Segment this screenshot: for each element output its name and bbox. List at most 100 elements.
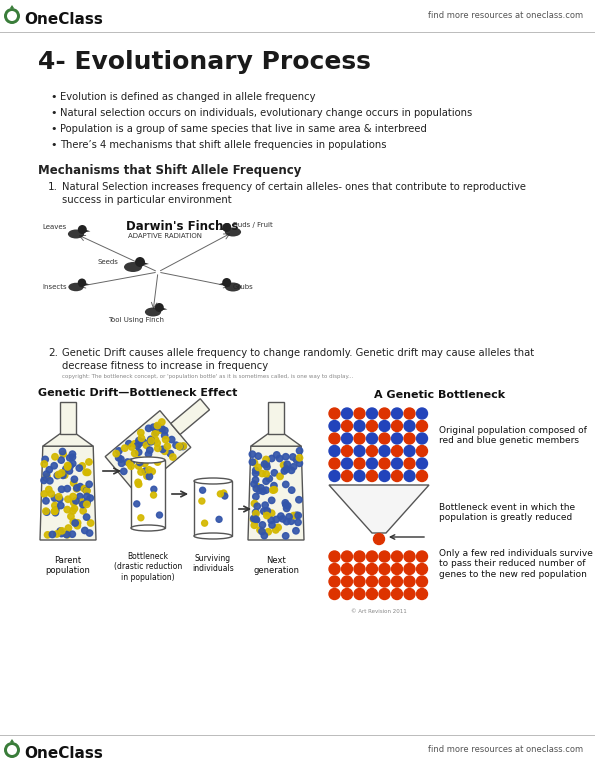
Circle shape: [222, 278, 231, 287]
Circle shape: [115, 454, 122, 461]
Circle shape: [266, 475, 273, 482]
Text: Insects: Insects: [42, 284, 67, 290]
Circle shape: [354, 470, 365, 481]
Text: Next
generation: Next generation: [253, 556, 299, 575]
Circle shape: [379, 564, 390, 574]
Circle shape: [43, 471, 49, 477]
Circle shape: [46, 487, 52, 493]
Text: Mechanisms that Shift Allele Frequency: Mechanisms that Shift Allele Frequency: [38, 164, 302, 177]
Circle shape: [118, 456, 124, 463]
Circle shape: [296, 460, 303, 467]
Circle shape: [329, 408, 340, 419]
Circle shape: [7, 11, 17, 21]
Polygon shape: [194, 481, 232, 536]
Circle shape: [329, 588, 340, 600]
Circle shape: [79, 499, 85, 505]
Text: find more resources at oneclass.com: find more resources at oneclass.com: [428, 745, 583, 755]
Circle shape: [87, 520, 94, 526]
Circle shape: [159, 427, 165, 434]
Text: Original population composed of
red and blue genetic members: Original population composed of red and …: [439, 426, 587, 445]
Circle shape: [280, 516, 286, 522]
Circle shape: [379, 470, 390, 481]
Circle shape: [78, 279, 86, 287]
Text: A Genetic Bottleneck: A Genetic Bottleneck: [374, 390, 506, 400]
Circle shape: [404, 551, 415, 562]
Circle shape: [159, 426, 165, 432]
Circle shape: [199, 487, 206, 494]
Circle shape: [65, 496, 71, 503]
Circle shape: [87, 495, 93, 501]
Text: Parent
population: Parent population: [46, 556, 90, 575]
Circle shape: [251, 522, 258, 528]
Circle shape: [255, 484, 261, 490]
Circle shape: [135, 257, 145, 267]
Circle shape: [293, 512, 300, 518]
Circle shape: [392, 458, 402, 469]
Circle shape: [146, 447, 153, 454]
Circle shape: [392, 588, 402, 600]
Circle shape: [84, 498, 90, 504]
Circle shape: [249, 451, 256, 457]
Circle shape: [64, 462, 71, 469]
Circle shape: [4, 8, 20, 24]
Text: find more resources at oneclass.com: find more resources at oneclass.com: [428, 12, 583, 21]
Text: Population is a group of same species that live in same area & interbreed: Population is a group of same species th…: [60, 124, 427, 134]
Circle shape: [54, 472, 61, 479]
Circle shape: [7, 745, 17, 755]
Circle shape: [268, 510, 275, 517]
Circle shape: [148, 437, 155, 444]
Circle shape: [42, 456, 48, 463]
Circle shape: [416, 551, 427, 562]
Circle shape: [137, 430, 144, 436]
Circle shape: [74, 523, 80, 529]
Circle shape: [271, 470, 278, 476]
Circle shape: [253, 485, 259, 492]
Circle shape: [155, 303, 164, 312]
Text: OneClass: OneClass: [24, 12, 103, 28]
Circle shape: [392, 433, 402, 444]
Circle shape: [354, 551, 365, 562]
Circle shape: [296, 497, 302, 503]
Circle shape: [84, 487, 90, 494]
Circle shape: [154, 423, 161, 429]
FancyArrowPatch shape: [239, 506, 249, 512]
FancyArrowPatch shape: [103, 468, 120, 474]
Ellipse shape: [124, 262, 142, 272]
Ellipse shape: [68, 229, 84, 239]
Circle shape: [254, 503, 261, 510]
Ellipse shape: [131, 525, 165, 531]
Text: •: •: [50, 108, 57, 118]
Text: •: •: [50, 140, 57, 150]
Circle shape: [73, 486, 80, 492]
Circle shape: [128, 459, 134, 465]
Circle shape: [284, 461, 290, 467]
Circle shape: [416, 446, 427, 457]
Circle shape: [136, 449, 142, 455]
Circle shape: [148, 436, 154, 443]
Circle shape: [379, 433, 390, 444]
Circle shape: [46, 467, 52, 473]
Circle shape: [342, 576, 352, 587]
Circle shape: [416, 458, 427, 469]
Text: ADAPTIVE RADIATION: ADAPTIVE RADIATION: [128, 233, 202, 239]
Circle shape: [136, 481, 142, 487]
Circle shape: [62, 466, 69, 472]
Circle shape: [70, 507, 76, 514]
Circle shape: [250, 515, 257, 522]
Circle shape: [259, 528, 265, 534]
Circle shape: [143, 442, 150, 448]
Circle shape: [136, 440, 142, 447]
Circle shape: [82, 486, 87, 492]
Circle shape: [293, 527, 299, 534]
Circle shape: [282, 500, 289, 506]
Circle shape: [74, 485, 80, 491]
Circle shape: [155, 445, 161, 451]
Circle shape: [145, 451, 152, 457]
Circle shape: [177, 444, 184, 450]
Circle shape: [74, 520, 81, 526]
Circle shape: [148, 439, 154, 445]
Circle shape: [124, 459, 131, 465]
Circle shape: [55, 494, 62, 500]
Circle shape: [48, 490, 54, 497]
Circle shape: [137, 460, 143, 466]
